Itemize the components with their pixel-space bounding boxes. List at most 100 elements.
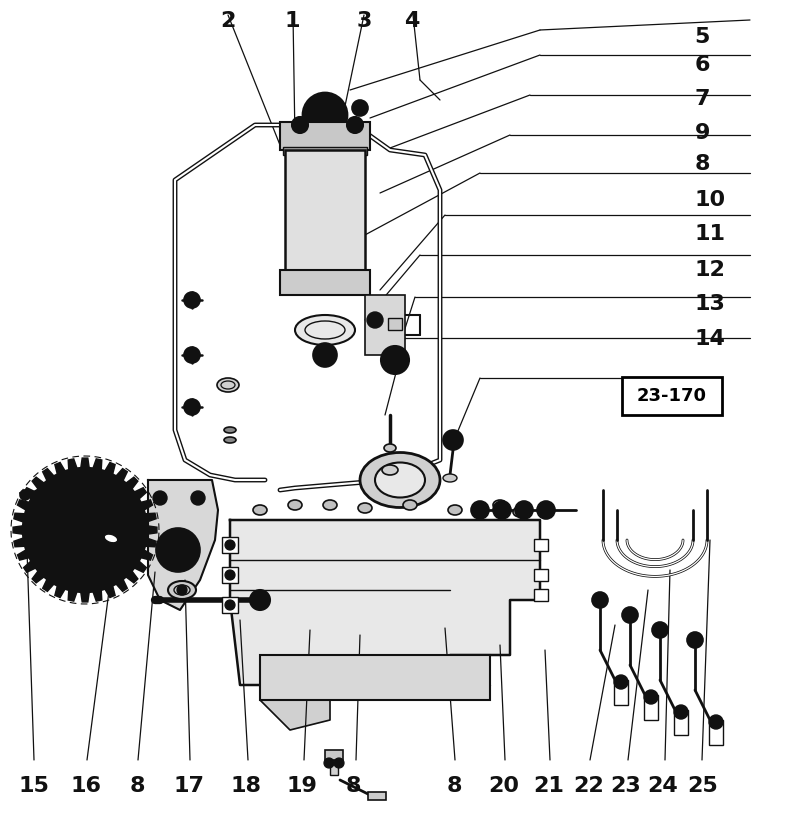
Ellipse shape [384, 444, 396, 452]
Text: 5: 5 [694, 27, 710, 46]
Circle shape [156, 528, 200, 572]
Circle shape [225, 600, 235, 610]
Ellipse shape [224, 427, 236, 433]
Circle shape [23, 468, 147, 592]
Polygon shape [32, 571, 44, 583]
Text: 13: 13 [694, 295, 726, 314]
Ellipse shape [168, 581, 196, 599]
Text: 20: 20 [489, 776, 519, 796]
Text: 1: 1 [284, 11, 300, 31]
Polygon shape [145, 513, 156, 522]
Polygon shape [68, 590, 77, 601]
Bar [285, 150, 365, 270]
Polygon shape [126, 477, 138, 489]
Text: 4: 4 [404, 11, 420, 31]
Circle shape [334, 758, 344, 768]
Ellipse shape [295, 315, 355, 345]
Circle shape [303, 93, 347, 137]
Polygon shape [134, 488, 146, 499]
Polygon shape [105, 462, 115, 475]
Circle shape [471, 501, 489, 519]
Polygon shape [81, 592, 90, 602]
Bar [709, 720, 723, 745]
Circle shape [644, 690, 658, 704]
Circle shape [313, 103, 337, 127]
Circle shape [443, 430, 463, 450]
Polygon shape [126, 571, 138, 583]
Circle shape [153, 491, 167, 505]
Bar [674, 710, 688, 735]
Polygon shape [24, 561, 36, 572]
Bar [283, 147, 367, 155]
Circle shape [184, 399, 200, 415]
Polygon shape [116, 579, 127, 592]
Bar [222, 537, 238, 553]
Polygon shape [260, 660, 330, 730]
Circle shape [674, 705, 688, 719]
Ellipse shape [403, 500, 417, 510]
Polygon shape [141, 549, 153, 560]
Polygon shape [105, 585, 115, 597]
Circle shape [184, 292, 200, 308]
Polygon shape [68, 459, 77, 470]
Text: 18: 18 [231, 776, 262, 796]
Circle shape [709, 715, 723, 729]
Polygon shape [32, 477, 44, 489]
Bar [280, 270, 370, 295]
Bar [365, 295, 405, 355]
Circle shape [177, 585, 187, 595]
Ellipse shape [360, 453, 440, 507]
Polygon shape [147, 526, 157, 534]
Polygon shape [42, 579, 54, 592]
Ellipse shape [493, 500, 507, 510]
Circle shape [33, 490, 43, 500]
Circle shape [622, 607, 638, 623]
Circle shape [614, 675, 628, 689]
Ellipse shape [375, 462, 425, 497]
Circle shape [75, 547, 95, 567]
Polygon shape [81, 458, 90, 468]
Polygon shape [24, 488, 36, 499]
Polygon shape [13, 526, 23, 534]
FancyBboxPatch shape [622, 377, 722, 415]
Circle shape [493, 501, 511, 519]
Polygon shape [55, 585, 66, 597]
Polygon shape [14, 513, 25, 522]
Text: 22: 22 [574, 776, 604, 796]
Polygon shape [18, 500, 30, 510]
Text: 6: 6 [694, 55, 710, 75]
Circle shape [687, 632, 703, 648]
Text: 7: 7 [694, 90, 710, 109]
Text: 8: 8 [346, 776, 362, 796]
Bar [325, 750, 343, 760]
Text: 8: 8 [694, 155, 710, 174]
Text: 9: 9 [694, 124, 710, 143]
Text: 21: 21 [534, 776, 564, 796]
Circle shape [652, 622, 668, 638]
Text: 10: 10 [694, 190, 726, 210]
Circle shape [352, 100, 368, 116]
Circle shape [98, 506, 118, 527]
Bar [260, 655, 490, 700]
Circle shape [347, 117, 363, 133]
Polygon shape [14, 538, 25, 547]
Ellipse shape [448, 505, 462, 515]
Circle shape [592, 592, 608, 608]
Ellipse shape [513, 507, 527, 517]
Bar [534, 539, 548, 551]
Circle shape [367, 312, 383, 328]
Polygon shape [141, 500, 153, 510]
Bar [368, 792, 386, 800]
Text: 3: 3 [356, 11, 372, 31]
Polygon shape [55, 462, 66, 475]
Bar [280, 122, 370, 150]
Text: 17: 17 [174, 776, 204, 796]
Bar [330, 763, 338, 775]
Circle shape [51, 506, 71, 527]
Circle shape [515, 501, 533, 519]
Polygon shape [145, 538, 156, 547]
Circle shape [225, 540, 235, 550]
Bar [534, 589, 548, 601]
Polygon shape [148, 480, 218, 610]
Circle shape [20, 490, 30, 500]
